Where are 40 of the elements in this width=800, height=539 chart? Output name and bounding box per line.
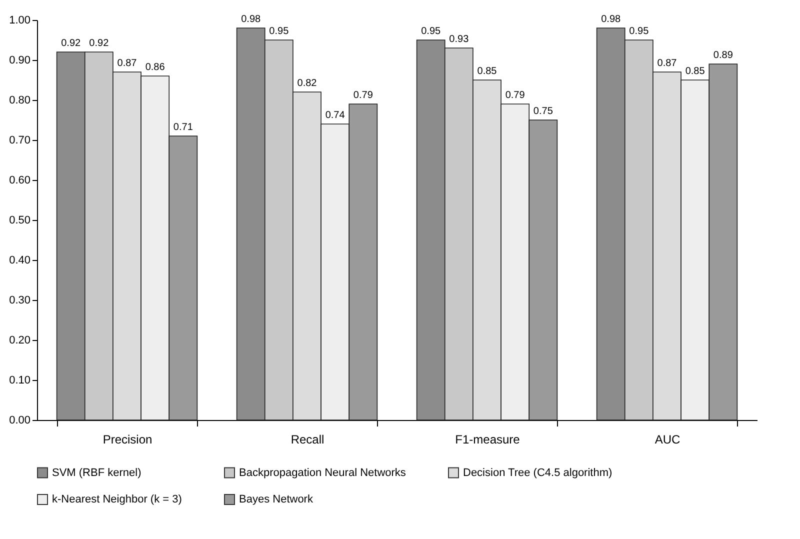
data-label: 0.71 — [173, 122, 194, 133]
x-tick-label: AUC — [654, 432, 680, 446]
data-label: 0.79 — [353, 90, 374, 101]
data-label: 0.87 — [117, 58, 138, 69]
legend-label: Backpropagation Neural Networks — [239, 466, 406, 479]
data-label: 0.95 — [269, 26, 290, 37]
y-tick-label: 0.80 — [9, 94, 30, 106]
y-tick-label: 0.30 — [9, 294, 30, 306]
y-tick-label: 0.10 — [9, 374, 30, 386]
data-label: 0.92 — [61, 38, 82, 49]
x-tick-label: Recall — [290, 432, 324, 446]
data-label: 0.89 — [713, 50, 734, 61]
legend-label: k-Nearest Neighbor (k = 3) — [52, 494, 182, 506]
y-tick-label: 0.40 — [9, 254, 30, 266]
data-label: 0.95 — [629, 26, 650, 37]
y-tick-label: 1.00 — [9, 14, 30, 26]
data-label: 0.82 — [297, 78, 318, 89]
data-label: 0.93 — [449, 34, 470, 45]
y-tick-label: 0.60 — [9, 174, 30, 186]
data-label: 0.79 — [505, 90, 526, 101]
data-label: 0.98 — [241, 14, 262, 25]
data-label: 0.87 — [657, 58, 678, 69]
y-tick-label: 0.00 — [9, 414, 30, 426]
data-label: 0.92 — [89, 38, 110, 49]
x-tick-label: Precision — [102, 432, 152, 446]
y-tick-label: 0.20 — [9, 334, 30, 346]
data-label: 0.86 — [145, 62, 166, 73]
legend-label: Decision Tree (C4.5 algorithm) — [463, 466, 612, 479]
data-label: 0.95 — [421, 26, 442, 37]
data-label: 0.98 — [601, 14, 622, 25]
y-tick-label: 0.70 — [9, 134, 30, 146]
y-tick-label: 0.50 — [9, 214, 30, 226]
data-label: 0.85 — [477, 66, 498, 77]
y-tick-label: 0.90 — [9, 54, 30, 66]
legend-label: SVM (RBF kernel) — [52, 466, 142, 479]
legend-label: Bayes Network — [239, 494, 314, 506]
data-label: 0.74 — [325, 110, 346, 121]
data-label: 0.75 — [533, 106, 554, 117]
data-label: 0.85 — [685, 66, 706, 77]
x-tick-label: F1-measure — [455, 432, 520, 446]
